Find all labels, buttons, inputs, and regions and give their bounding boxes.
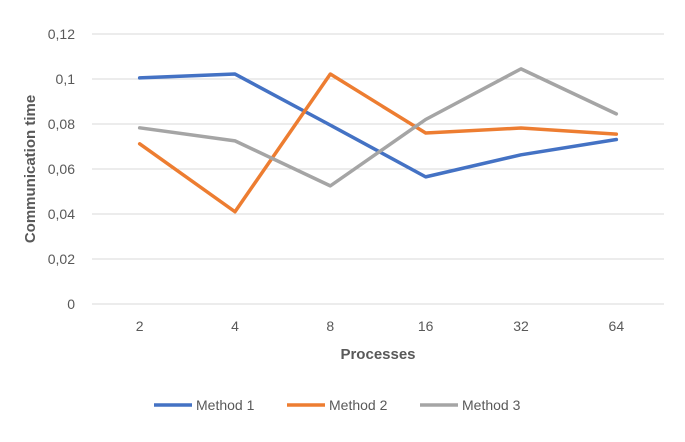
y-tick-label: 0 bbox=[67, 296, 75, 312]
series-lines bbox=[137, 67, 619, 214]
legend-label: Method 3 bbox=[462, 397, 521, 413]
y-tick-label: 0,04 bbox=[48, 206, 75, 222]
series-line-method-2 bbox=[137, 72, 619, 214]
y-tick-label: 0,1 bbox=[56, 71, 76, 87]
legend: Method 1 Method 2 Method 3 bbox=[154, 397, 521, 413]
y-tick-label: 0,12 bbox=[48, 26, 75, 42]
x-tick-label: 16 bbox=[418, 318, 434, 334]
x-tick-label: 32 bbox=[513, 318, 529, 334]
legend-label: Method 2 bbox=[329, 397, 388, 413]
y-tick-label: 0,02 bbox=[48, 251, 75, 267]
series-line-method-1 bbox=[137, 72, 619, 179]
y-axis-ticks: 0 0,02 0,04 0,06 0,08 0,1 0,12 bbox=[48, 26, 75, 312]
x-axis-ticks: 2 4 8 16 32 64 bbox=[136, 318, 625, 334]
x-tick-label: 64 bbox=[609, 318, 625, 334]
series-line-method-3 bbox=[137, 67, 619, 188]
x-tick-label: 2 bbox=[136, 318, 144, 334]
x-tick-label: 8 bbox=[326, 318, 334, 334]
y-tick-label: 0,06 bbox=[48, 161, 75, 177]
y-axis-title: Communication time bbox=[22, 95, 39, 243]
gridlines bbox=[92, 33, 664, 305]
legend-label: Method 1 bbox=[196, 397, 255, 413]
x-tick-label: 4 bbox=[231, 318, 239, 334]
x-axis-title: Processes bbox=[340, 346, 415, 363]
y-tick-label: 0,08 bbox=[48, 116, 75, 132]
